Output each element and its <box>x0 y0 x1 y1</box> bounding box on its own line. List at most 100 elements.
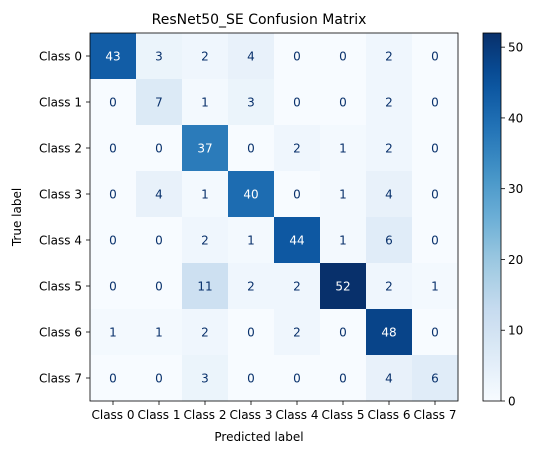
heatmap-cell <box>320 217 367 264</box>
heatmap-cell <box>228 33 275 80</box>
colorbar: 0 10 20 30 40 50 <box>482 32 523 409</box>
heatmap-cell <box>320 355 367 402</box>
y-axis-label: True label <box>10 188 24 247</box>
cell-value-labels: 43 3 2 4 0 0 2 00 7 1 3 0 0 2 00 0 37 0 2 1 2 00 4 1 40 0 1 4 00 0 2 1 4… <box>105 50 438 386</box>
cell-value-label: 1 <box>109 326 117 340</box>
cell-value-label: 0 <box>155 234 163 248</box>
heatmap-cell <box>366 355 413 402</box>
cell-value-label: 0 <box>431 234 439 248</box>
y-tick-label: Class 3 <box>39 188 82 202</box>
y-tick-label: Class 2 <box>39 142 82 156</box>
heatmap-cell <box>320 263 367 310</box>
heatmap-cell <box>366 217 413 264</box>
cell-value-label: 1 <box>339 188 347 202</box>
heatmap-cell <box>274 33 321 80</box>
y-tick-label: Class 1 <box>39 96 82 110</box>
cell-value-label: 1 <box>339 234 347 248</box>
cell-value-label: 0 <box>155 142 163 156</box>
heatmap-cell <box>90 33 137 80</box>
heatmap-cell <box>366 33 413 80</box>
cell-value-label: 48 <box>381 326 396 340</box>
cell-value-label: 3 <box>155 50 163 64</box>
heatmap-cells <box>90 33 459 402</box>
cell-value-label: 2 <box>201 234 209 248</box>
heatmap-cell <box>320 171 367 218</box>
heatmap-cell <box>90 355 137 402</box>
plot-frame <box>89 32 459 402</box>
heatmap-cell <box>412 355 459 402</box>
cell-value-label: 0 <box>339 96 347 110</box>
heatmap-cell <box>320 33 367 80</box>
cell-value-label: 0 <box>431 96 439 110</box>
heatmap-cell <box>136 171 183 218</box>
heatmap-cell <box>274 79 321 126</box>
colorbar-gradient <box>482 32 502 402</box>
cell-value-label: 4 <box>385 188 393 202</box>
heatmap-cell <box>182 217 229 264</box>
cell-value-label: 2 <box>247 280 255 294</box>
colorbar-tick-label: 50 <box>508 41 523 55</box>
colorbar-tick-label: 30 <box>508 182 523 196</box>
heatmap-cell <box>320 79 367 126</box>
heatmap-cell <box>228 171 275 218</box>
cell-value-label: 2 <box>385 280 393 294</box>
heatmap-cell <box>90 309 137 356</box>
heatmap-cell <box>182 79 229 126</box>
cell-value-label: 0 <box>339 326 347 340</box>
cell-value-label: 4 <box>247 50 255 64</box>
heatmap-cell <box>412 125 459 172</box>
heatmap-cell <box>366 309 413 356</box>
heatmap-cell <box>366 125 413 172</box>
cell-value-label: 44 <box>289 234 304 248</box>
heatmap-cell <box>90 263 137 310</box>
cell-value-label: 2 <box>293 280 301 294</box>
cell-value-label: 2 <box>385 50 393 64</box>
cell-value-label: 0 <box>109 142 117 156</box>
heatmap-cell <box>366 263 413 310</box>
cell-value-label: 0 <box>431 142 439 156</box>
heatmap-cell <box>412 171 459 218</box>
heatmap-cell <box>182 171 229 218</box>
cell-value-label: 40 <box>243 188 258 202</box>
cell-value-label: 0 <box>293 188 301 202</box>
heatmap-cell <box>90 171 137 218</box>
heatmap-cell <box>90 125 137 172</box>
cell-value-label: 2 <box>201 50 209 64</box>
cell-value-label: 2 <box>293 142 301 156</box>
cell-value-label: 0 <box>339 50 347 64</box>
cell-value-label: 4 <box>385 372 393 386</box>
heatmap-cell <box>90 79 137 126</box>
heatmap-cell <box>412 309 459 356</box>
x-tick-label: Class 5 <box>321 408 364 422</box>
cell-value-label: 0 <box>109 280 117 294</box>
heatmap-cell <box>274 355 321 402</box>
cell-value-label: 4 <box>155 188 163 202</box>
axes: Class 0 Class 1 Class 2 Class 3 Class 4 Class… <box>39 32 459 422</box>
chart-title: ResNet50_SE Confusion Matrix <box>152 12 367 28</box>
heatmap-cell <box>136 355 183 402</box>
cell-value-label: 1 <box>201 96 209 110</box>
cell-value-label: 6 <box>385 234 393 248</box>
heatmap-cell <box>136 79 183 126</box>
cell-value-label: 1 <box>431 280 439 294</box>
cell-value-label: 0 <box>109 372 117 386</box>
heatmap-cell <box>182 355 229 402</box>
cell-value-label: 0 <box>247 142 255 156</box>
heatmap-cell <box>412 33 459 80</box>
cell-value-label: 0 <box>155 280 163 294</box>
cell-value-label: 11 <box>197 280 212 294</box>
heatmap-cell <box>228 263 275 310</box>
cell-value-label: 2 <box>201 326 209 340</box>
cell-value-label: 0 <box>247 326 255 340</box>
heatmap-cell <box>228 309 275 356</box>
cell-value-label: 0 <box>293 50 301 64</box>
cell-value-label: 0 <box>431 326 439 340</box>
heatmap-cell <box>182 309 229 356</box>
heatmap-cell <box>412 263 459 310</box>
cell-value-label: 43 <box>105 50 120 64</box>
heatmap-cell <box>412 217 459 264</box>
heatmap-cell <box>182 263 229 310</box>
cell-value-label: 1 <box>201 188 209 202</box>
